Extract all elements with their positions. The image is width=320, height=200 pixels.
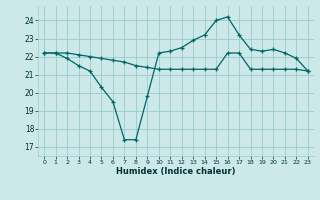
X-axis label: Humidex (Indice chaleur): Humidex (Indice chaleur)	[116, 167, 236, 176]
